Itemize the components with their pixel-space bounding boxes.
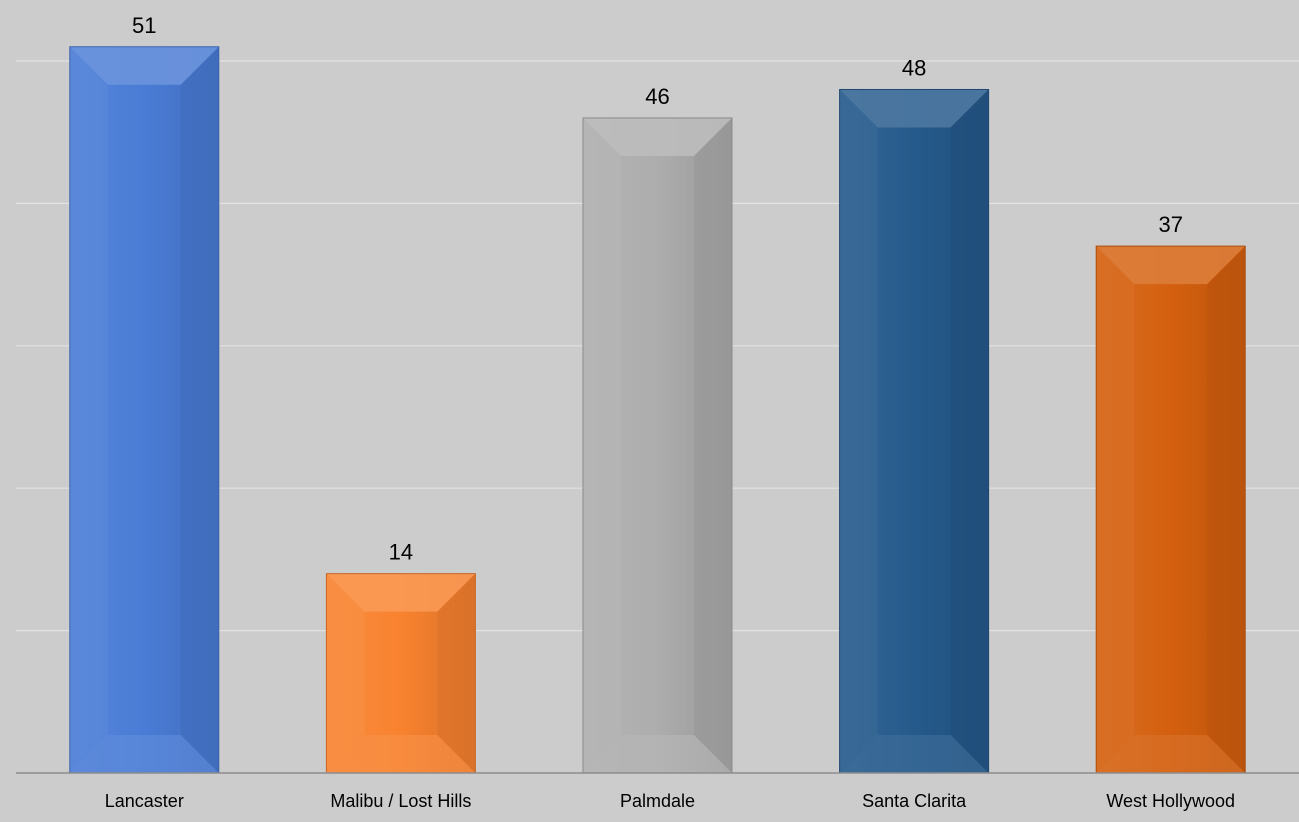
- x-tick-label: Palmdale: [620, 791, 695, 811]
- bar-bevel-top: [583, 117, 732, 156]
- bar-west-hollywood: [1095, 245, 1246, 774]
- data-label: 14: [389, 540, 413, 565]
- bar-lancaster: [69, 46, 220, 774]
- x-tick-label: West Hollywood: [1106, 791, 1235, 811]
- bar-bevel-bottom: [326, 735, 476, 773]
- bar-bevel-top: [839, 89, 989, 128]
- bar-bevel-left: [583, 117, 621, 773]
- bar-bevel-bottom: [583, 735, 732, 773]
- x-tick-label: Santa Clarita: [862, 791, 967, 811]
- bar-bevel-right: [694, 117, 732, 773]
- bar-bevel-left: [1096, 246, 1135, 773]
- bar-bevel-bottom: [69, 735, 219, 773]
- bar-bevel-right: [1207, 246, 1246, 773]
- data-label: 46: [645, 84, 669, 109]
- bar-palmdale: [582, 117, 733, 774]
- value-labels: 51 14 46 48 37: [132, 13, 1183, 565]
- x-tick-label: Malibu / Lost Hills: [330, 791, 471, 811]
- bar-bevel-left: [839, 89, 878, 774]
- bar-bevel-right: [437, 573, 476, 773]
- bar-santa-clarita: [839, 88, 990, 774]
- data-label: 37: [1158, 212, 1182, 237]
- bar-malibu-lost-hills: [325, 573, 476, 774]
- bar-bevel-left: [69, 46, 108, 773]
- bar-bevel-bottom: [839, 735, 989, 773]
- bar-bevel-top: [326, 573, 476, 612]
- bar-bevel-right: [950, 89, 989, 774]
- category-labels: Lancaster Malibu / Lost Hills Palmdale Sant…: [105, 791, 1235, 811]
- data-label: 48: [902, 55, 926, 80]
- bar-bevel-top: [1096, 246, 1246, 285]
- bars: [69, 46, 1246, 774]
- data-label: 51: [132, 13, 156, 38]
- bar-bevel-right: [180, 46, 219, 773]
- bar-bevel-top: [69, 46, 219, 85]
- x-tick-label: Lancaster: [105, 791, 184, 811]
- bar-bevel-bottom: [1096, 735, 1246, 773]
- bar-bevel-left: [326, 573, 365, 773]
